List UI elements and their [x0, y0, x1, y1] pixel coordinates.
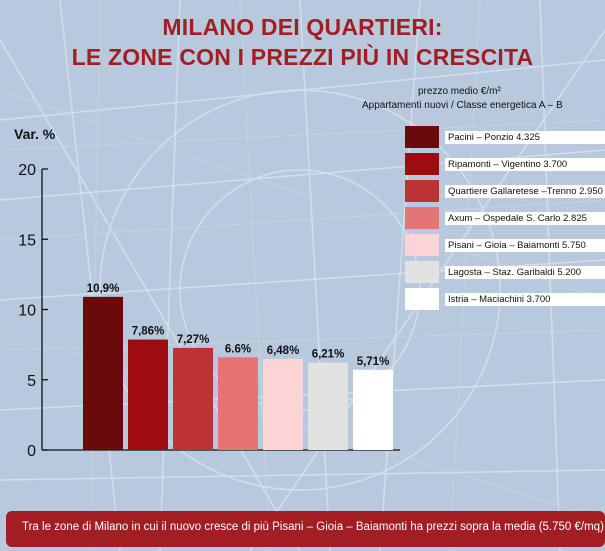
- legend-swatch: [405, 126, 439, 148]
- legend-swatch: [405, 180, 439, 202]
- bar: [83, 296, 123, 450]
- legend-item: Lagosta – Staz. Garibaldi 5.200: [405, 261, 605, 283]
- footer-banner: Tra le zone di Milano in cui il nuovo cr…: [6, 511, 605, 547]
- y-tick-label: 20: [18, 162, 36, 179]
- y-tick-label: 10: [18, 303, 36, 320]
- bar: [263, 358, 303, 450]
- chart-title-line-2: LE ZONE CON I PREZZI PIÙ IN CRESCITA: [71, 44, 534, 70]
- legend-label: Lagosta – Staz. Garibaldi 5.200: [445, 266, 605, 279]
- legend-swatch: [405, 234, 439, 256]
- legend-label: Istria – Maciachini 3.700: [445, 293, 605, 306]
- legend-item: Ripamonti – Vigentino 3.700: [405, 153, 605, 175]
- legend-header-type: Appartamenti nuovi / Classe energetica A…: [362, 100, 563, 111]
- bar: [308, 362, 348, 450]
- y-tick-label: 5: [27, 373, 36, 390]
- legend-item: Axum – Ospedale S. Carlo 2.825: [405, 207, 605, 229]
- legend-item: Pacini – Ponzio 4.325: [405, 126, 605, 148]
- legend-swatch: [405, 288, 439, 310]
- legend-item: Quartiere Gallaretese –Trenno 2.950: [405, 180, 605, 202]
- y-tick-label: 0: [27, 443, 36, 460]
- bar: [353, 369, 393, 450]
- bar-data-label: 6,48%: [267, 345, 300, 357]
- legend-swatch: [405, 153, 439, 175]
- footer-text: Tra le zone di Milano in cui il nuovo cr…: [22, 521, 604, 533]
- bar-data-label: 5,71%: [357, 356, 390, 368]
- bar-data-label: 7,86%: [132, 326, 165, 338]
- legend-label: Ripamonti – Vigentino 3.700: [445, 158, 605, 171]
- legend-label: Axum – Ospedale S. Carlo 2.825: [445, 212, 605, 225]
- legend-label: Pisani – Gioia – Baiamonti 5.750: [445, 239, 605, 252]
- legend-label: Pacini – Ponzio 4.325: [445, 131, 605, 144]
- bar-data-label: 6.6%: [225, 343, 251, 355]
- bar: [218, 357, 258, 450]
- y-axis-label: Var. %: [14, 126, 56, 142]
- chart-title-line-1: MILANO DEI QUARTIERI:: [162, 14, 443, 40]
- legend-swatch: [405, 261, 439, 283]
- legend-item: Istria – Maciachini 3.700: [405, 288, 605, 310]
- legend-item: Pisani – Gioia – Baiamonti 5.750: [405, 234, 605, 256]
- legend-header-price: prezzo medio €/m²: [418, 86, 501, 97]
- bar-data-label: 7,27%: [177, 334, 210, 346]
- bar-data-label: 10,9%: [87, 283, 120, 295]
- bar: [128, 339, 168, 450]
- legend-label: Quartiere Gallaretese –Trenno 2.950: [445, 185, 605, 198]
- bar-data-label: 6,21%: [312, 349, 345, 361]
- y-tick-label: 15: [18, 232, 36, 249]
- legend-swatch: [405, 207, 439, 229]
- bar: [173, 347, 213, 450]
